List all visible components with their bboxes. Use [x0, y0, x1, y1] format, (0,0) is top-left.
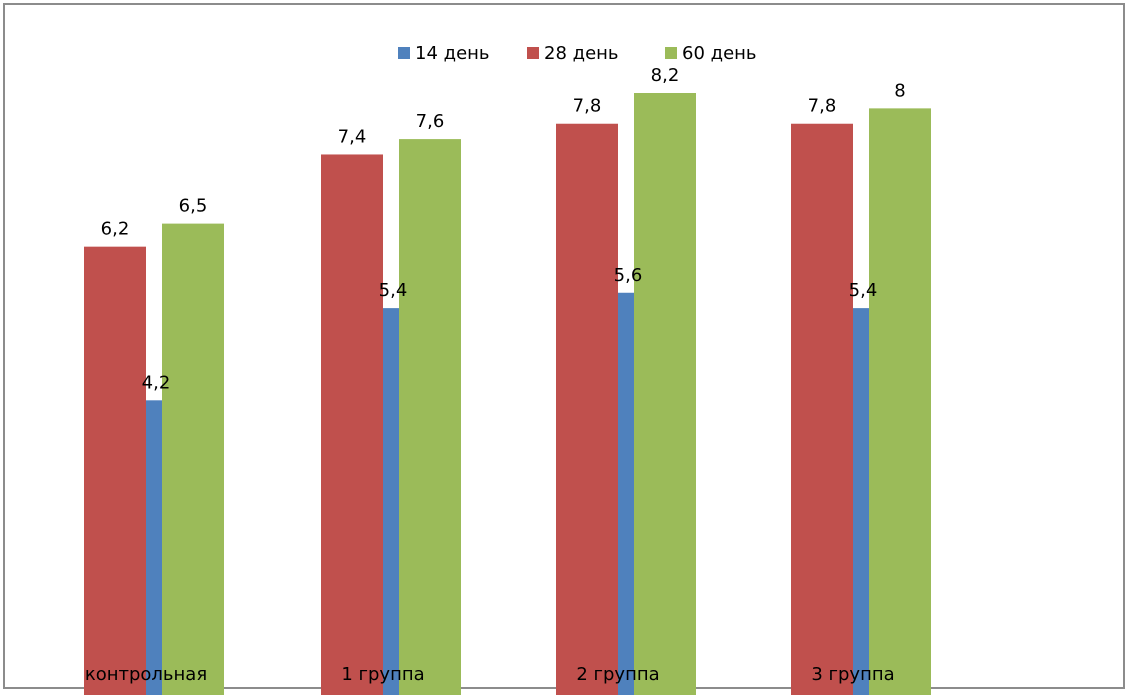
legend-label: 28 день — [544, 43, 619, 64]
x-tick-label: контрольная — [85, 664, 207, 685]
bar-60-day — [399, 139, 461, 695]
data-label: 7,6 — [416, 111, 445, 132]
data-label: 5,4 — [379, 280, 408, 301]
bar-28-day — [791, 123, 853, 695]
x-tick-label: 1 группа — [341, 664, 424, 685]
bar-60-day — [634, 93, 696, 695]
x-tick-label: 2 группа — [576, 664, 659, 685]
data-label: 5,6 — [614, 265, 643, 286]
data-label: 7,8 — [573, 96, 602, 117]
data-label: 8 — [894, 80, 905, 101]
legend-swatch — [527, 47, 539, 59]
legend-label: 14 день — [415, 43, 490, 64]
data-label: 4,2 — [142, 372, 171, 393]
bar-60-day — [869, 108, 931, 695]
bar-28-day — [321, 154, 383, 695]
x-tick-label: 3 группа — [811, 664, 894, 685]
data-label: 5,4 — [849, 280, 878, 301]
legend-label: 60 день — [682, 43, 757, 64]
data-label: 8,2 — [651, 65, 680, 86]
bar-28-day — [84, 246, 146, 695]
bar-60-day — [162, 223, 224, 695]
data-label: 6,5 — [179, 196, 208, 217]
data-label: 7,4 — [338, 126, 367, 147]
data-label: 6,2 — [101, 219, 130, 240]
bar-28-day — [556, 123, 618, 695]
legend-swatch — [398, 47, 410, 59]
legend-swatch — [665, 47, 677, 59]
data-label: 7,8 — [808, 96, 837, 117]
